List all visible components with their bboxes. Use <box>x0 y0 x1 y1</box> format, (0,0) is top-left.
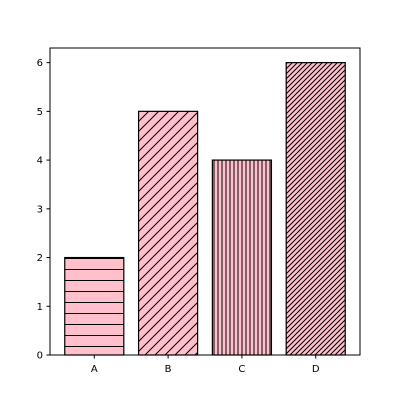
bar-C <box>211 159 273 356</box>
y-tick-label: 3 <box>37 204 43 215</box>
y-tick-label: 6 <box>37 58 43 69</box>
y-axis: 0 1 2 3 4 5 6 <box>37 58 50 362</box>
x-tick-label: A <box>91 364 98 375</box>
y-tick-label: 2 <box>37 253 43 264</box>
y-tick-label: 4 <box>37 156 43 167</box>
bar-D <box>285 62 346 356</box>
bar-A <box>64 256 125 356</box>
plot-frame <box>49 47 361 356</box>
x-axis: A B C D <box>91 355 320 375</box>
x-tick-label: C <box>238 364 245 375</box>
bar-B <box>137 110 199 356</box>
bars-group <box>64 62 346 356</box>
x-tick-label: B <box>165 364 172 375</box>
y-tick-label: 5 <box>37 107 43 118</box>
y-tick-label: 1 <box>37 302 43 313</box>
x-tick-label: D <box>312 364 320 375</box>
y-tick-label: 0 <box>37 351 43 362</box>
